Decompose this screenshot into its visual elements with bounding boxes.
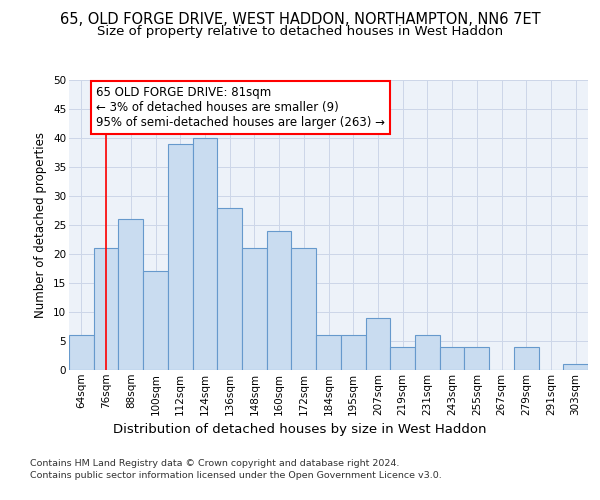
- Bar: [464, 347, 489, 370]
- Bar: [143, 272, 168, 370]
- Text: 65, OLD FORGE DRIVE, WEST HADDON, NORTHAMPTON, NN6 7ET: 65, OLD FORGE DRIVE, WEST HADDON, NORTHA…: [59, 12, 541, 28]
- Text: Distribution of detached houses by size in West Haddon: Distribution of detached houses by size …: [113, 422, 487, 436]
- Bar: [390, 347, 415, 370]
- Y-axis label: Number of detached properties: Number of detached properties: [34, 132, 47, 318]
- Bar: [514, 347, 539, 370]
- Text: Size of property relative to detached houses in West Haddon: Size of property relative to detached ho…: [97, 25, 503, 38]
- Bar: [267, 231, 292, 370]
- Bar: [242, 248, 267, 370]
- Text: Contains HM Land Registry data © Crown copyright and database right 2024.: Contains HM Land Registry data © Crown c…: [30, 458, 400, 468]
- Bar: [440, 347, 464, 370]
- Text: Contains public sector information licensed under the Open Government Licence v3: Contains public sector information licen…: [30, 471, 442, 480]
- Text: 65 OLD FORGE DRIVE: 81sqm
← 3% of detached houses are smaller (9)
95% of semi-de: 65 OLD FORGE DRIVE: 81sqm ← 3% of detach…: [96, 86, 385, 129]
- Bar: [563, 364, 588, 370]
- Bar: [94, 248, 118, 370]
- Bar: [193, 138, 217, 370]
- Bar: [118, 219, 143, 370]
- Bar: [341, 335, 365, 370]
- Bar: [365, 318, 390, 370]
- Bar: [316, 335, 341, 370]
- Bar: [69, 335, 94, 370]
- Bar: [415, 335, 440, 370]
- Bar: [168, 144, 193, 370]
- Bar: [292, 248, 316, 370]
- Bar: [217, 208, 242, 370]
